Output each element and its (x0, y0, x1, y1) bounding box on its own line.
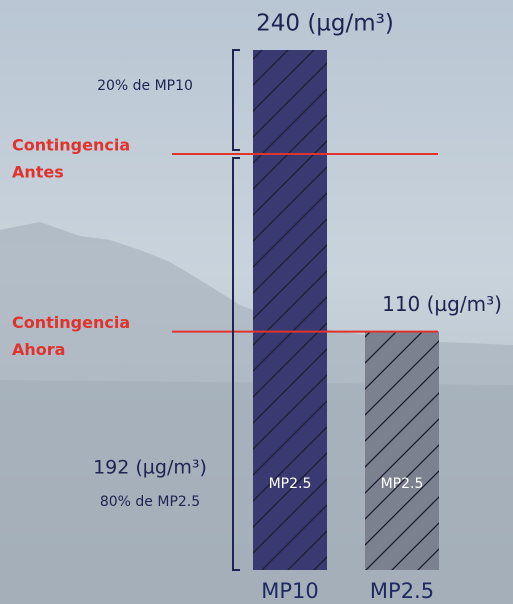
value-label: 110 (µg/m³) (382, 292, 502, 316)
bracket-label: 80% de MP2.5 (100, 494, 200, 510)
threshold-label: Contingencia (12, 136, 130, 155)
chart-layer: 240 (µg/m³) MP2.5 MP10 110 (µg/m³) MP2.5 MP2.… (12, 11, 502, 604)
bracket-label: 20% de MP10 (97, 78, 193, 94)
threshold-label: Antes (12, 163, 64, 182)
category-label: MP2.5 (370, 579, 434, 603)
bracket (232, 49, 240, 151)
threshold-label: Ahora (12, 340, 65, 359)
bar (365, 331, 439, 570)
bracket (232, 157, 240, 571)
inner-label: MP2.5 (269, 476, 312, 492)
category-label: MP10 (261, 579, 319, 603)
bracket-label: 192 (µg/m³) (93, 457, 207, 479)
value-label: 240 (µg/m³) (256, 11, 394, 37)
inner-label: MP2.5 (381, 476, 424, 492)
bar (253, 50, 327, 570)
threshold-label: Contingencia (12, 313, 130, 332)
